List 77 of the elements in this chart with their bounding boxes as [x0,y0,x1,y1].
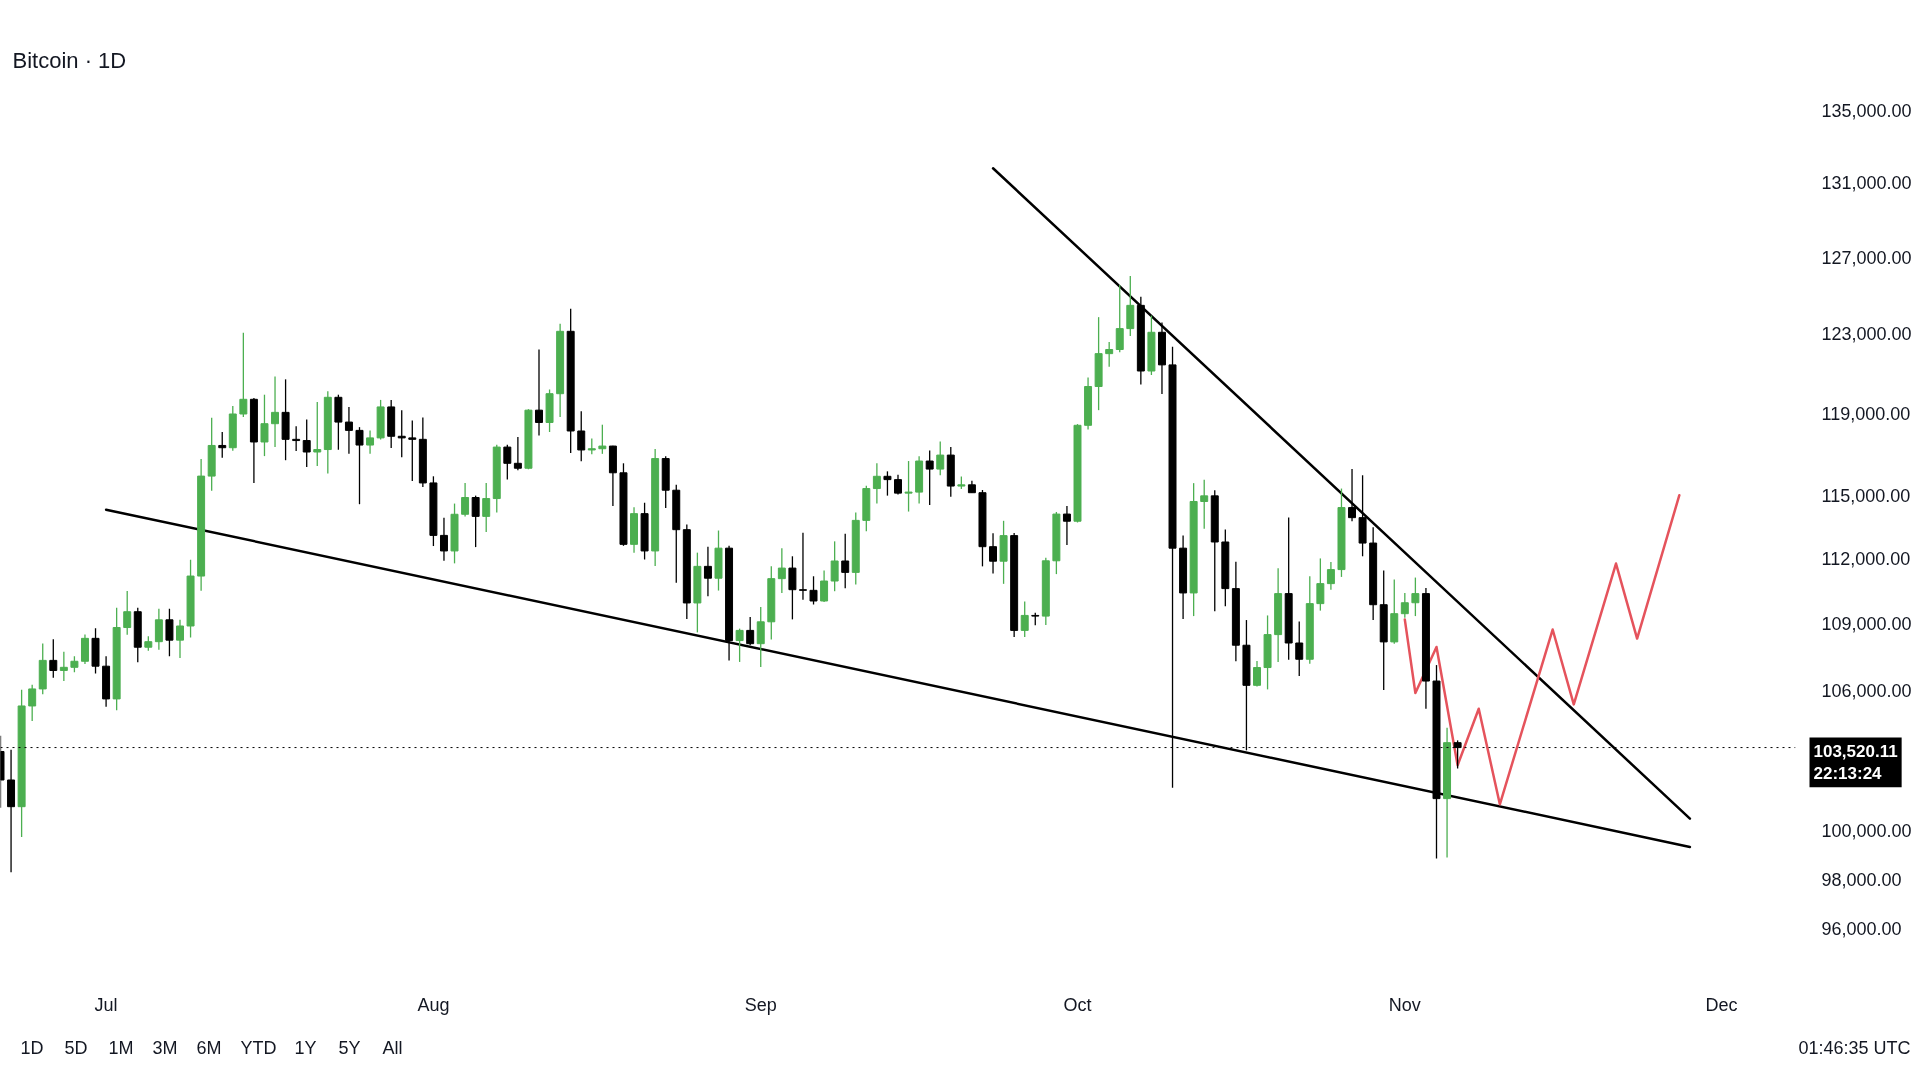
candlestick [80,633,89,665]
candlestick [218,431,227,459]
candlestick [936,440,945,476]
y-tick-label: 100,000.00 [1821,821,1912,842]
candlestick [1348,468,1357,522]
y-tick-label: 106,000.00 [1821,681,1912,702]
candlestick [577,410,586,462]
candlestick [598,424,607,455]
text: 6M [196,1037,222,1058]
text: 01:46:35 UTC [1798,1037,1911,1058]
candlestick [154,608,163,651]
candlestick [1020,600,1029,638]
candlestick [1200,479,1209,530]
candlestick [59,651,68,682]
candlestick [1400,592,1409,619]
y-tick-label: 131,000.00 [1821,173,1912,194]
y-tick-label: 112,000.00 [1821,549,1911,570]
candlestick [989,532,998,575]
candlestick [313,401,322,467]
text: All [382,1037,403,1058]
candlestick [397,409,406,458]
y-tick-label: 127,000.00 [1821,247,1912,268]
candlestick [471,494,480,548]
candlestick [439,517,448,562]
candlestick [798,532,807,601]
x-tick-label: Dec [1705,994,1738,1015]
candlestick [1105,341,1114,368]
candlestick [503,444,512,481]
candlestick [756,606,765,668]
candlestick [820,569,829,603]
ref-line-label: 103,520.11 22:13:24 [1813,741,1898,784]
x-tick-label: Sep [744,994,777,1015]
candlestick [777,547,786,594]
candlestick [49,638,58,679]
chart-title: Bitcoin · 1D [12,47,127,73]
text: 1M [108,1037,134,1058]
candlestick [239,332,248,418]
text: 3M [152,1037,178,1058]
text: 5D [64,1037,88,1058]
candlestick [123,590,132,636]
candlestick [830,540,839,592]
y-tick-label: 135,000.00 [1821,101,1912,121]
x-tick-label: Aug [417,994,450,1015]
x-tick-label: Jul [94,994,118,1015]
candlestick [271,375,280,448]
candlestick [1062,505,1071,546]
y-tick-label: 123,000.00 [1821,324,1912,345]
candlestick [746,616,755,646]
candlestick [28,683,37,722]
candlestick [841,533,850,589]
text: 1Y [294,1037,317,1058]
x-tick-label: Nov [1388,994,1421,1015]
candlestick [344,406,353,455]
y-tick-label: 96,000.00 [1821,919,1902,939]
candlestick [513,436,522,471]
candlestick [408,419,417,482]
candlestick [292,425,301,452]
text: 5Y [338,1037,361,1058]
y-tick-label: 109,000.00 [1821,614,1912,635]
candlestick [703,546,712,597]
candlestick [1126,275,1135,337]
x-tick-label: Oct [1063,994,1092,1015]
candlestick [366,429,375,455]
candlestick [1316,557,1325,612]
candlestick [1115,284,1124,353]
candlestick [461,482,470,518]
text: YTD [240,1037,277,1058]
y-tick-label: 119,000.00 [1821,403,1911,424]
y-tick-label: 98,000.00 [1821,869,1902,890]
candlestick [1295,620,1304,677]
text: 1D [20,1037,44,1058]
y-tick-label: 115,000.00 [1821,485,1911,506]
candlestick [1326,561,1335,591]
candlestick [482,482,491,533]
candlestick [872,462,881,505]
candlestick [925,449,934,506]
candlestick [302,418,311,468]
